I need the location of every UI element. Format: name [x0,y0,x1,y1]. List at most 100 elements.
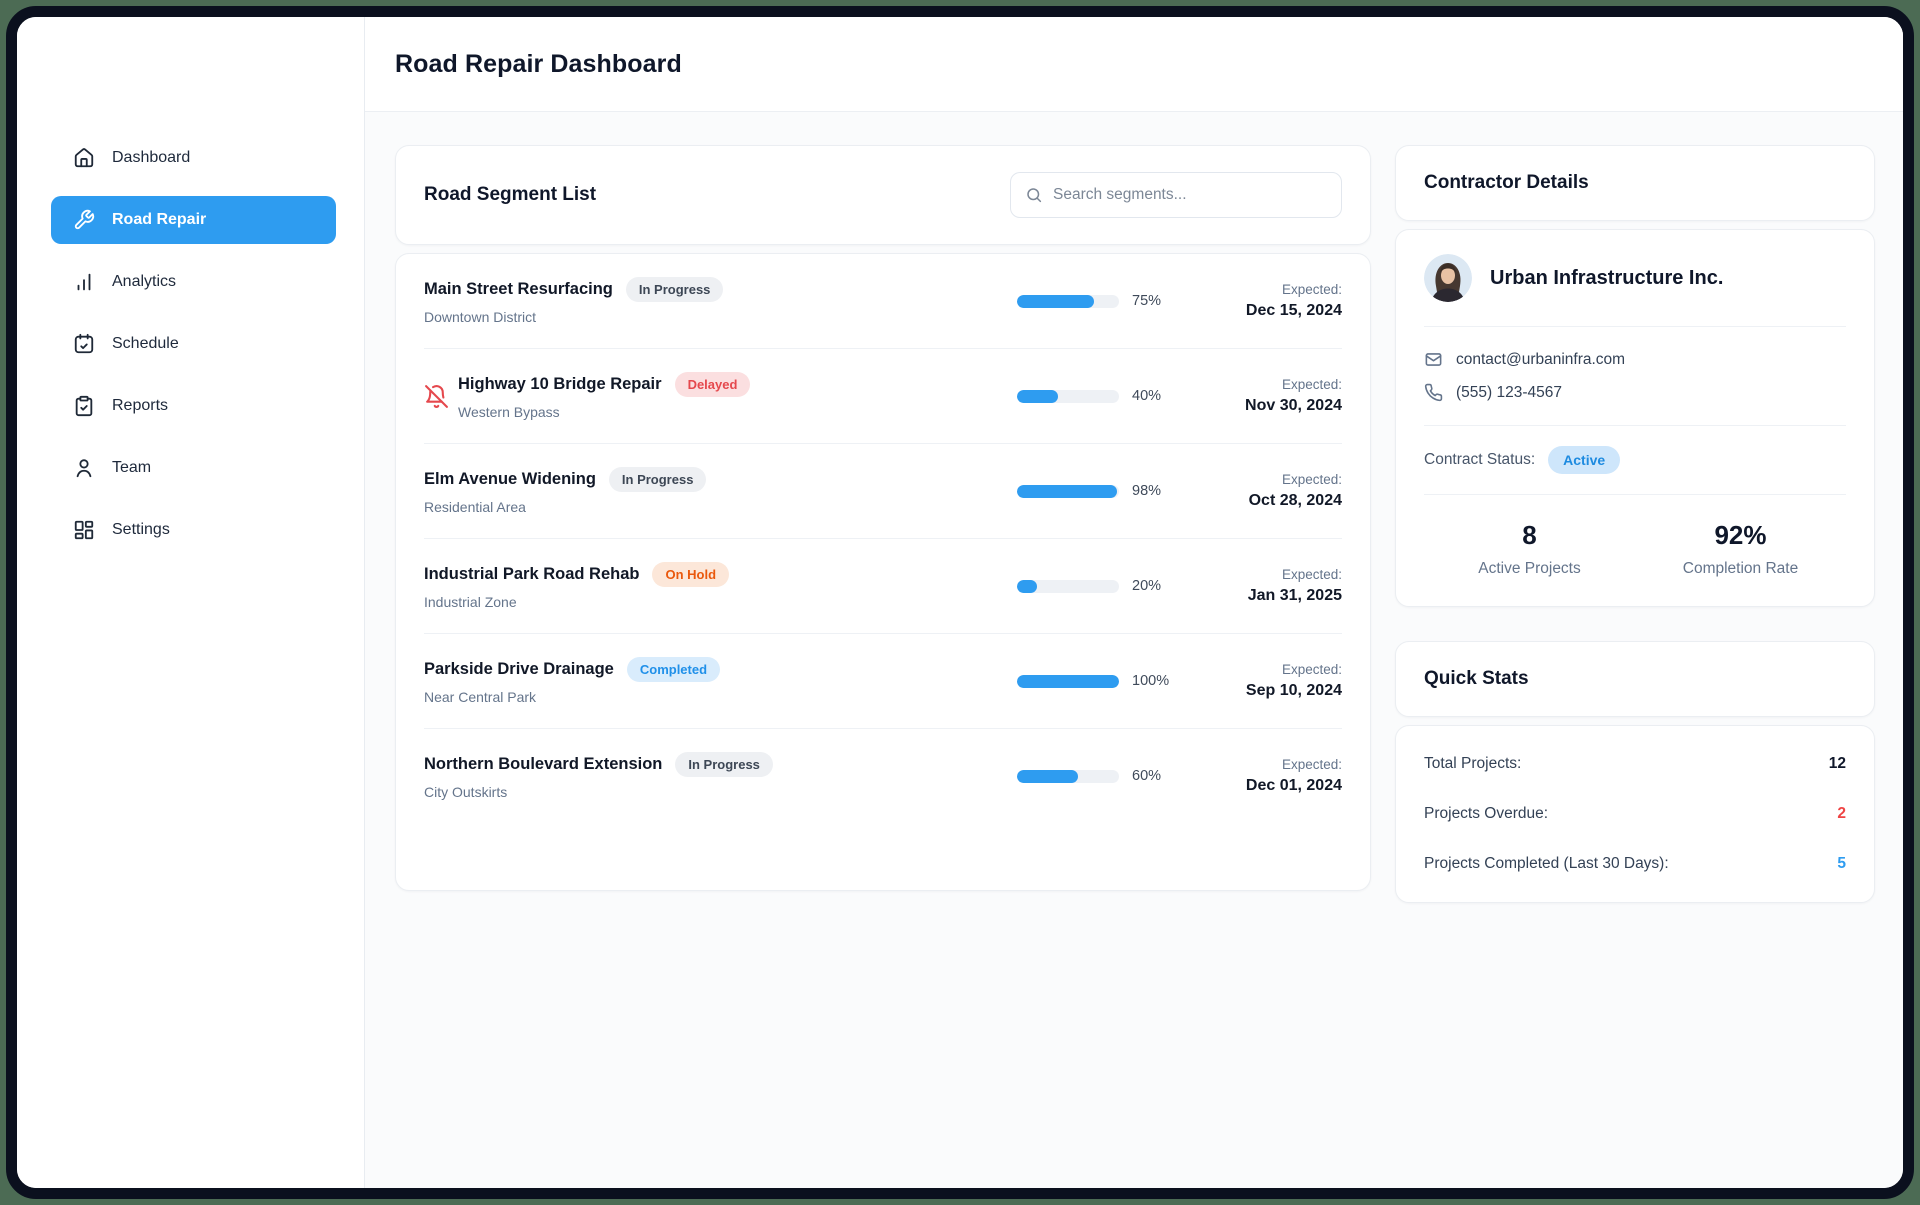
quick-stats-title: Quick Stats [1424,668,1529,689]
quick-stats-card: Total Projects: 12 Projects Overdue: 2 P… [1395,725,1875,903]
calendar-check-icon [74,333,94,354]
progress-group: 20% [1017,578,1182,594]
expected-label: Expected: [1281,377,1342,392]
sidebar-item-reports[interactable]: Reports [51,382,336,430]
expected-date: Sep 10, 2024 [1245,682,1342,699]
progress-bar [1017,769,1119,783]
sidebar-item-analytics[interactable]: Analytics [51,258,336,306]
sidebar-item-label: Road Repair [112,211,207,228]
progress-bar [1017,389,1119,403]
quick-stat-row: Total Projects: 12 [1424,755,1846,772]
road-segment-list: Main Street Resurfacing In Progress Down… [395,253,1371,891]
top-bar: Road Repair Dashboard [365,17,1903,112]
segment-location: Residential Area [424,499,526,515]
segment-location: Western Bypass [458,404,560,420]
sidebar-item-label: Dashboard [112,149,191,166]
search-input[interactable] [1053,186,1327,204]
sidebar-item-label: Analytics [112,273,177,290]
segment-row[interactable]: Parkside Drive Drainage Completed Near C… [424,633,1342,728]
sidebar-item-team[interactable]: Team [51,444,336,492]
progress-percent: 60% [1132,768,1162,784]
quick-stat-row: Projects Completed (Last 30 Days): 5 [1424,855,1846,872]
quick-stat-row: Projects Overdue: 2 [1424,805,1846,822]
segment-title: Highway 10 Bridge Repair [458,375,662,393]
sidebar-item-schedule[interactable]: Schedule [51,320,336,368]
contract-status-label: Contract Status: [1424,451,1536,468]
segment-location: Industrial Zone [424,594,517,610]
segment-title: Industrial Park Road Rehab [424,565,640,583]
home-icon [74,148,94,168]
sidebar-item-dashboard[interactable]: Dashboard [51,134,336,182]
expected-date: Oct 28, 2024 [1248,492,1342,509]
status-badge: Delayed [674,372,751,397]
bar-chart-icon [77,273,91,291]
segment-title: Parkside Drive Drainage [424,660,614,678]
progress-group: 75% [1017,293,1182,309]
progress-bar [1017,674,1119,688]
main-area: Road Repair Dashboard Road Segment List [365,17,1903,1188]
completion-rate-stat: 92% Completion Rate [1682,520,1799,577]
sidebar-item-label: Settings [112,521,170,538]
segment-row[interactable]: Industrial Park Road Rehab On Hold Indus… [424,538,1342,633]
progress-percent: 20% [1132,578,1162,594]
wrench-icon [74,209,95,230]
expected-date: Nov 30, 2024 [1245,397,1342,414]
contractor-details-title: Contractor Details [1424,172,1589,193]
segment-row[interactable]: Main Street Resurfacing In Progress Down… [424,254,1342,348]
contractor-header-card: Contractor Details [1395,145,1875,221]
road-segment-list-title: Road Segment List [424,184,597,205]
phone-icon [1424,383,1443,402]
progress-bar [1017,294,1119,308]
segment-row[interactable]: Elm Avenue Widening In Progress Resident… [424,443,1342,538]
contract-status-badge: Active [1548,446,1621,474]
sidebar-item-label: Team [112,459,152,476]
page-title: Road Repair Dashboard [395,49,682,78]
progress-group: 98% [1017,483,1182,499]
segment-location: Downtown District [424,309,537,325]
progress-bar [1017,579,1119,593]
segment-row[interactable]: Northern Boulevard Extension In Progress… [424,728,1342,890]
status-badge: In Progress [608,467,707,492]
segment-location: City Outskirts [424,784,508,800]
grid-icon [74,520,94,540]
expected-date: Dec 15, 2024 [1245,302,1342,319]
quick-stats-header-card: Quick Stats [1395,641,1875,717]
mail-icon [1425,353,1442,366]
progress-group: 100% [1017,673,1182,689]
road-segment-header-card: Road Segment List [395,145,1371,245]
progress-bar [1017,484,1119,498]
segment-title: Northern Boulevard Extension [424,755,663,773]
projects-completed-value: 5 [1837,855,1846,872]
segment-row[interactable]: Highway 10 Bridge Repair Delayed Western… [424,348,1342,443]
content-area: Road Segment List Main Street Resurfacin… [365,112,1903,1188]
total-projects-value: 12 [1828,755,1846,772]
contractor-card: Urban Infrastructure Inc. contact@urbani… [1395,229,1875,607]
user-icon [76,459,92,478]
avatar [1424,254,1472,302]
bell-off-icon [425,384,448,408]
search-icon [1027,188,1042,203]
contractor-phone: (555) 123-4567 [1424,376,1846,409]
expected-label: Expected: [1281,662,1342,677]
segment-title: Main Street Resurfacing [424,280,613,298]
progress-percent: 100% [1132,673,1170,689]
road-segment-section: Road Segment List Main Street Resurfacin… [395,145,1371,891]
status-badge: Completed [626,657,721,682]
sidebar-item-label: Schedule [112,335,179,352]
status-badge: In Progress [675,752,773,777]
projects-overdue-value: 2 [1837,805,1846,822]
clipboard-check-icon [75,395,93,417]
sidebar: Dashboard Road Repair Analytics Schedule… [17,17,365,1188]
progress-percent: 75% [1132,293,1162,309]
status-badge: In Progress [625,277,724,302]
segment-location: Near Central Park [424,689,537,705]
contractor-name: Urban Infrastructure Inc. [1490,266,1724,289]
progress-percent: 40% [1132,388,1162,404]
progress-group: 60% [1017,768,1182,784]
sidebar-item-settings[interactable]: Settings [51,506,336,554]
sidebar-item-road-repair[interactable]: Road Repair [51,196,336,244]
expected-date: Jan 31, 2025 [1247,587,1342,604]
expected-label: Expected: [1281,757,1342,772]
progress-percent: 98% [1132,483,1162,499]
segment-search[interactable] [1010,172,1342,218]
